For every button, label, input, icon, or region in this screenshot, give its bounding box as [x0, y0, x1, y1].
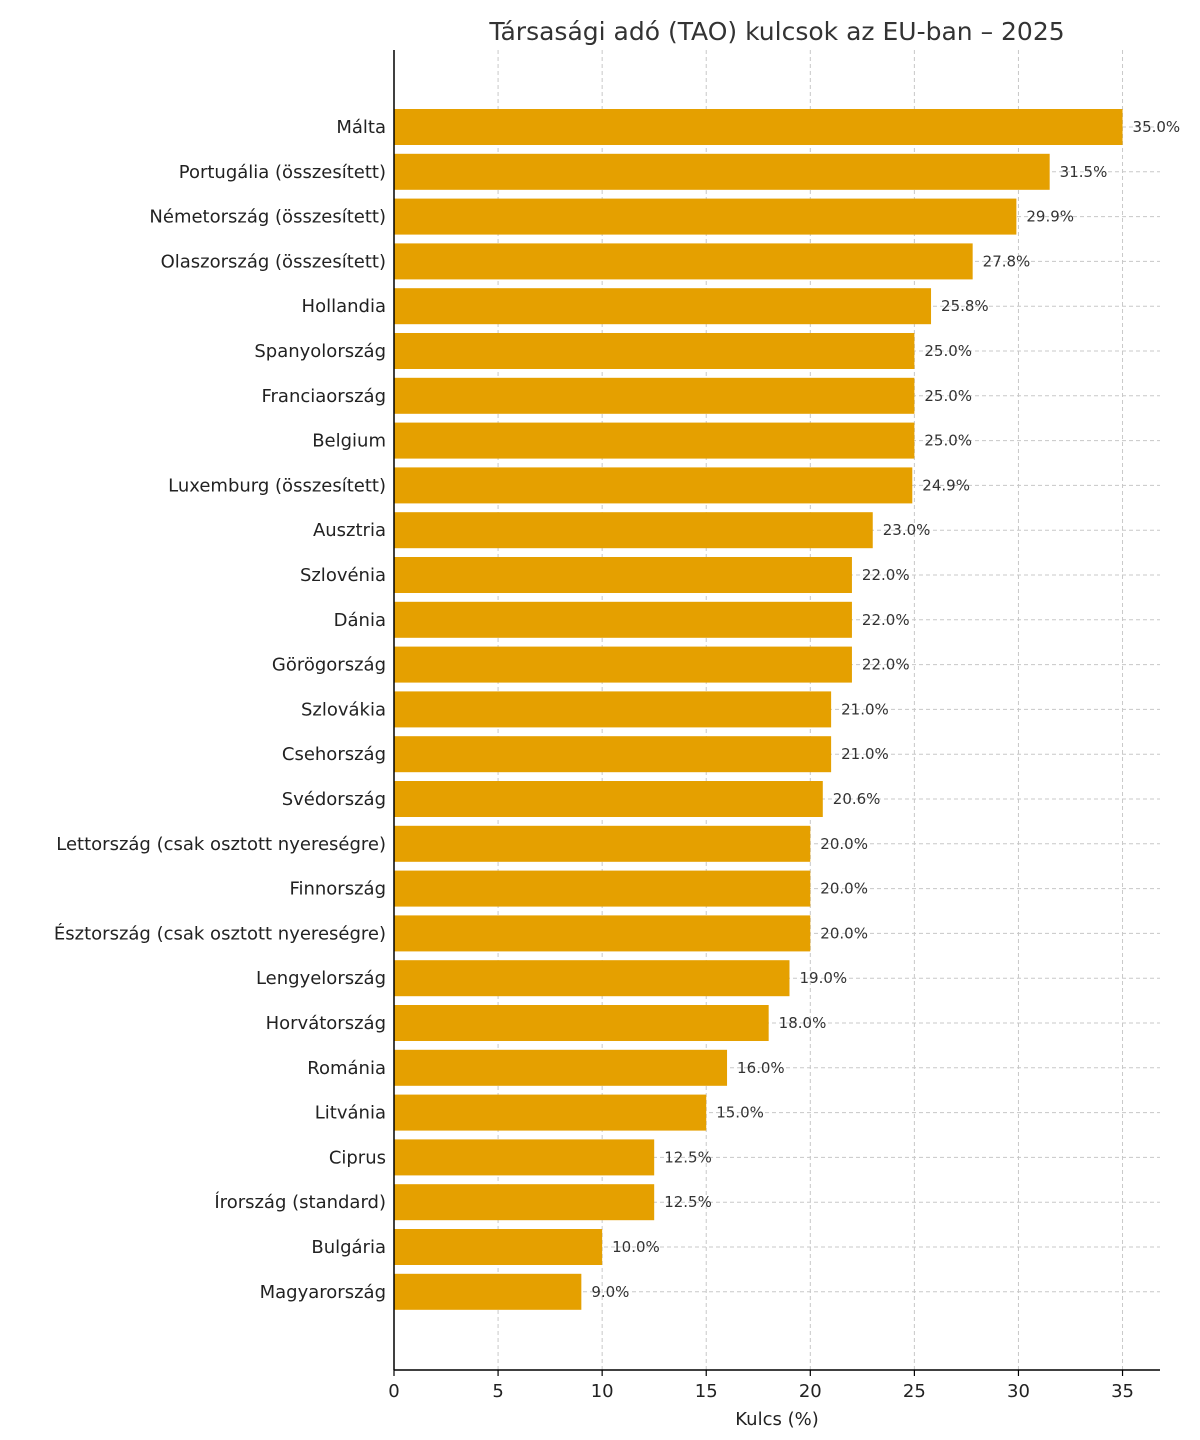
data-label: 29.9% — [1026, 208, 1074, 226]
data-label: 25.0% — [924, 387, 972, 405]
bar — [394, 288, 932, 325]
bar-layer — [394, 109, 1123, 1310]
data-label: 24.9% — [922, 476, 970, 494]
data-label: 20.0% — [820, 835, 868, 853]
bar — [394, 467, 913, 504]
category-label: Franciaország — [261, 386, 386, 407]
data-label: 16.0% — [737, 1059, 785, 1077]
x-tick-label: 30 — [1007, 1381, 1030, 1402]
data-label: 23.0% — [883, 521, 931, 539]
category-label: Portugália (összesített) — [179, 162, 386, 183]
x-tick-label: 20 — [799, 1381, 822, 1402]
x-tick-label: 35 — [1111, 1381, 1134, 1402]
x-tick-layer: 0 5 10 15 20 25 30 35 — [388, 1370, 1134, 1402]
data-label: 12.5% — [664, 1193, 712, 1211]
data-label: 31.5% — [1060, 163, 1108, 181]
bar — [394, 1049, 728, 1086]
data-label: 18.0% — [779, 1014, 827, 1032]
category-label: Dánia — [334, 610, 386, 631]
data-label: 20.0% — [820, 880, 868, 898]
x-tick-label: 0 — [388, 1381, 399, 1402]
bar — [394, 1229, 603, 1265]
bar — [394, 691, 832, 728]
category-label: Magyarország — [260, 1282, 386, 1303]
bar — [394, 243, 973, 280]
category-label: Észtország (csak osztott nyereségre) — [54, 922, 386, 944]
category-label: Horvátország — [266, 1013, 386, 1034]
data-label: 15.0% — [716, 1104, 764, 1122]
bar — [394, 1005, 769, 1041]
data-label: 20.6% — [833, 790, 881, 808]
category-label: Málta — [336, 117, 386, 138]
category-label: Bulgária — [311, 1237, 386, 1258]
bar — [394, 557, 852, 593]
category-label: Ciprus — [329, 1147, 386, 1168]
bar — [394, 646, 852, 683]
category-label: Spanyolország — [254, 341, 386, 362]
category-label: Szlovákia — [301, 699, 386, 720]
x-tick-label: 15 — [695, 1381, 718, 1402]
category-label: Ausztria — [313, 520, 386, 541]
data-label: 10.0% — [612, 1238, 660, 1256]
data-label: 27.8% — [983, 252, 1031, 270]
bar — [394, 736, 832, 773]
category-label: Csehország — [282, 744, 386, 765]
data-label: 21.0% — [841, 745, 889, 763]
data-label: 20.0% — [820, 924, 868, 942]
data-label-layer: 35.0% 31.5% 29.9% 27.8% 25.8% 25.0% 25.0% 25.0%… — [591, 118, 1180, 1301]
bar — [394, 825, 811, 862]
data-label: 25.8% — [941, 297, 989, 315]
bar — [394, 870, 811, 907]
data-label: 35.0% — [1133, 118, 1181, 136]
x-axis-title: Kulcs (%) — [735, 1409, 818, 1430]
data-label: 22.0% — [862, 656, 910, 674]
data-label: 25.0% — [924, 342, 972, 360]
bar — [394, 1184, 655, 1221]
bar — [394, 153, 1050, 190]
bar — [394, 198, 1017, 235]
bar — [394, 1139, 655, 1176]
category-label: Svédország — [282, 789, 386, 810]
category-label: Szlovénia — [300, 565, 386, 586]
x-tick-label: 25 — [903, 1381, 926, 1402]
category-label: Írország (standard) — [214, 1191, 386, 1213]
bar — [394, 109, 1123, 145]
category-label: Litvánia — [315, 1103, 386, 1124]
data-label: 9.0% — [591, 1283, 629, 1301]
category-label: Románia — [307, 1058, 386, 1079]
data-label: 21.0% — [841, 700, 889, 718]
chart-title: Társasági adó (TAO) kulcsok az EU-ban – … — [488, 17, 1064, 46]
x-tick-label: 10 — [591, 1381, 614, 1402]
category-label: Németország (összesített) — [149, 207, 386, 228]
category-label: Görögország — [272, 655, 386, 676]
bar — [394, 333, 915, 369]
bar — [394, 1094, 707, 1131]
bar — [394, 422, 915, 459]
category-label: Lettország (csak osztott nyereségre) — [56, 834, 386, 855]
category-label: Finnország — [289, 879, 386, 900]
data-label: 12.5% — [664, 1148, 712, 1166]
data-label: 22.0% — [862, 611, 910, 629]
bar — [394, 1273, 582, 1310]
data-label: 19.0% — [799, 969, 847, 987]
bar — [394, 781, 823, 817]
category-label: Luxemburg (összesített) — [168, 475, 386, 496]
category-label-layer: Málta Portugália (összesített) Németország… — [54, 117, 386, 1303]
bar — [394, 960, 790, 997]
bar — [394, 601, 852, 638]
category-label: Belgium — [312, 431, 386, 452]
data-label: 22.0% — [862, 566, 910, 584]
category-label: Olaszország (összesített) — [161, 251, 386, 272]
bar — [394, 915, 811, 952]
bar — [394, 512, 873, 549]
category-label: Lengyelország — [256, 968, 386, 989]
bar — [394, 377, 915, 414]
category-label: Hollandia — [302, 296, 386, 317]
data-label: 25.0% — [924, 432, 972, 450]
x-tick-label: 5 — [492, 1381, 503, 1402]
